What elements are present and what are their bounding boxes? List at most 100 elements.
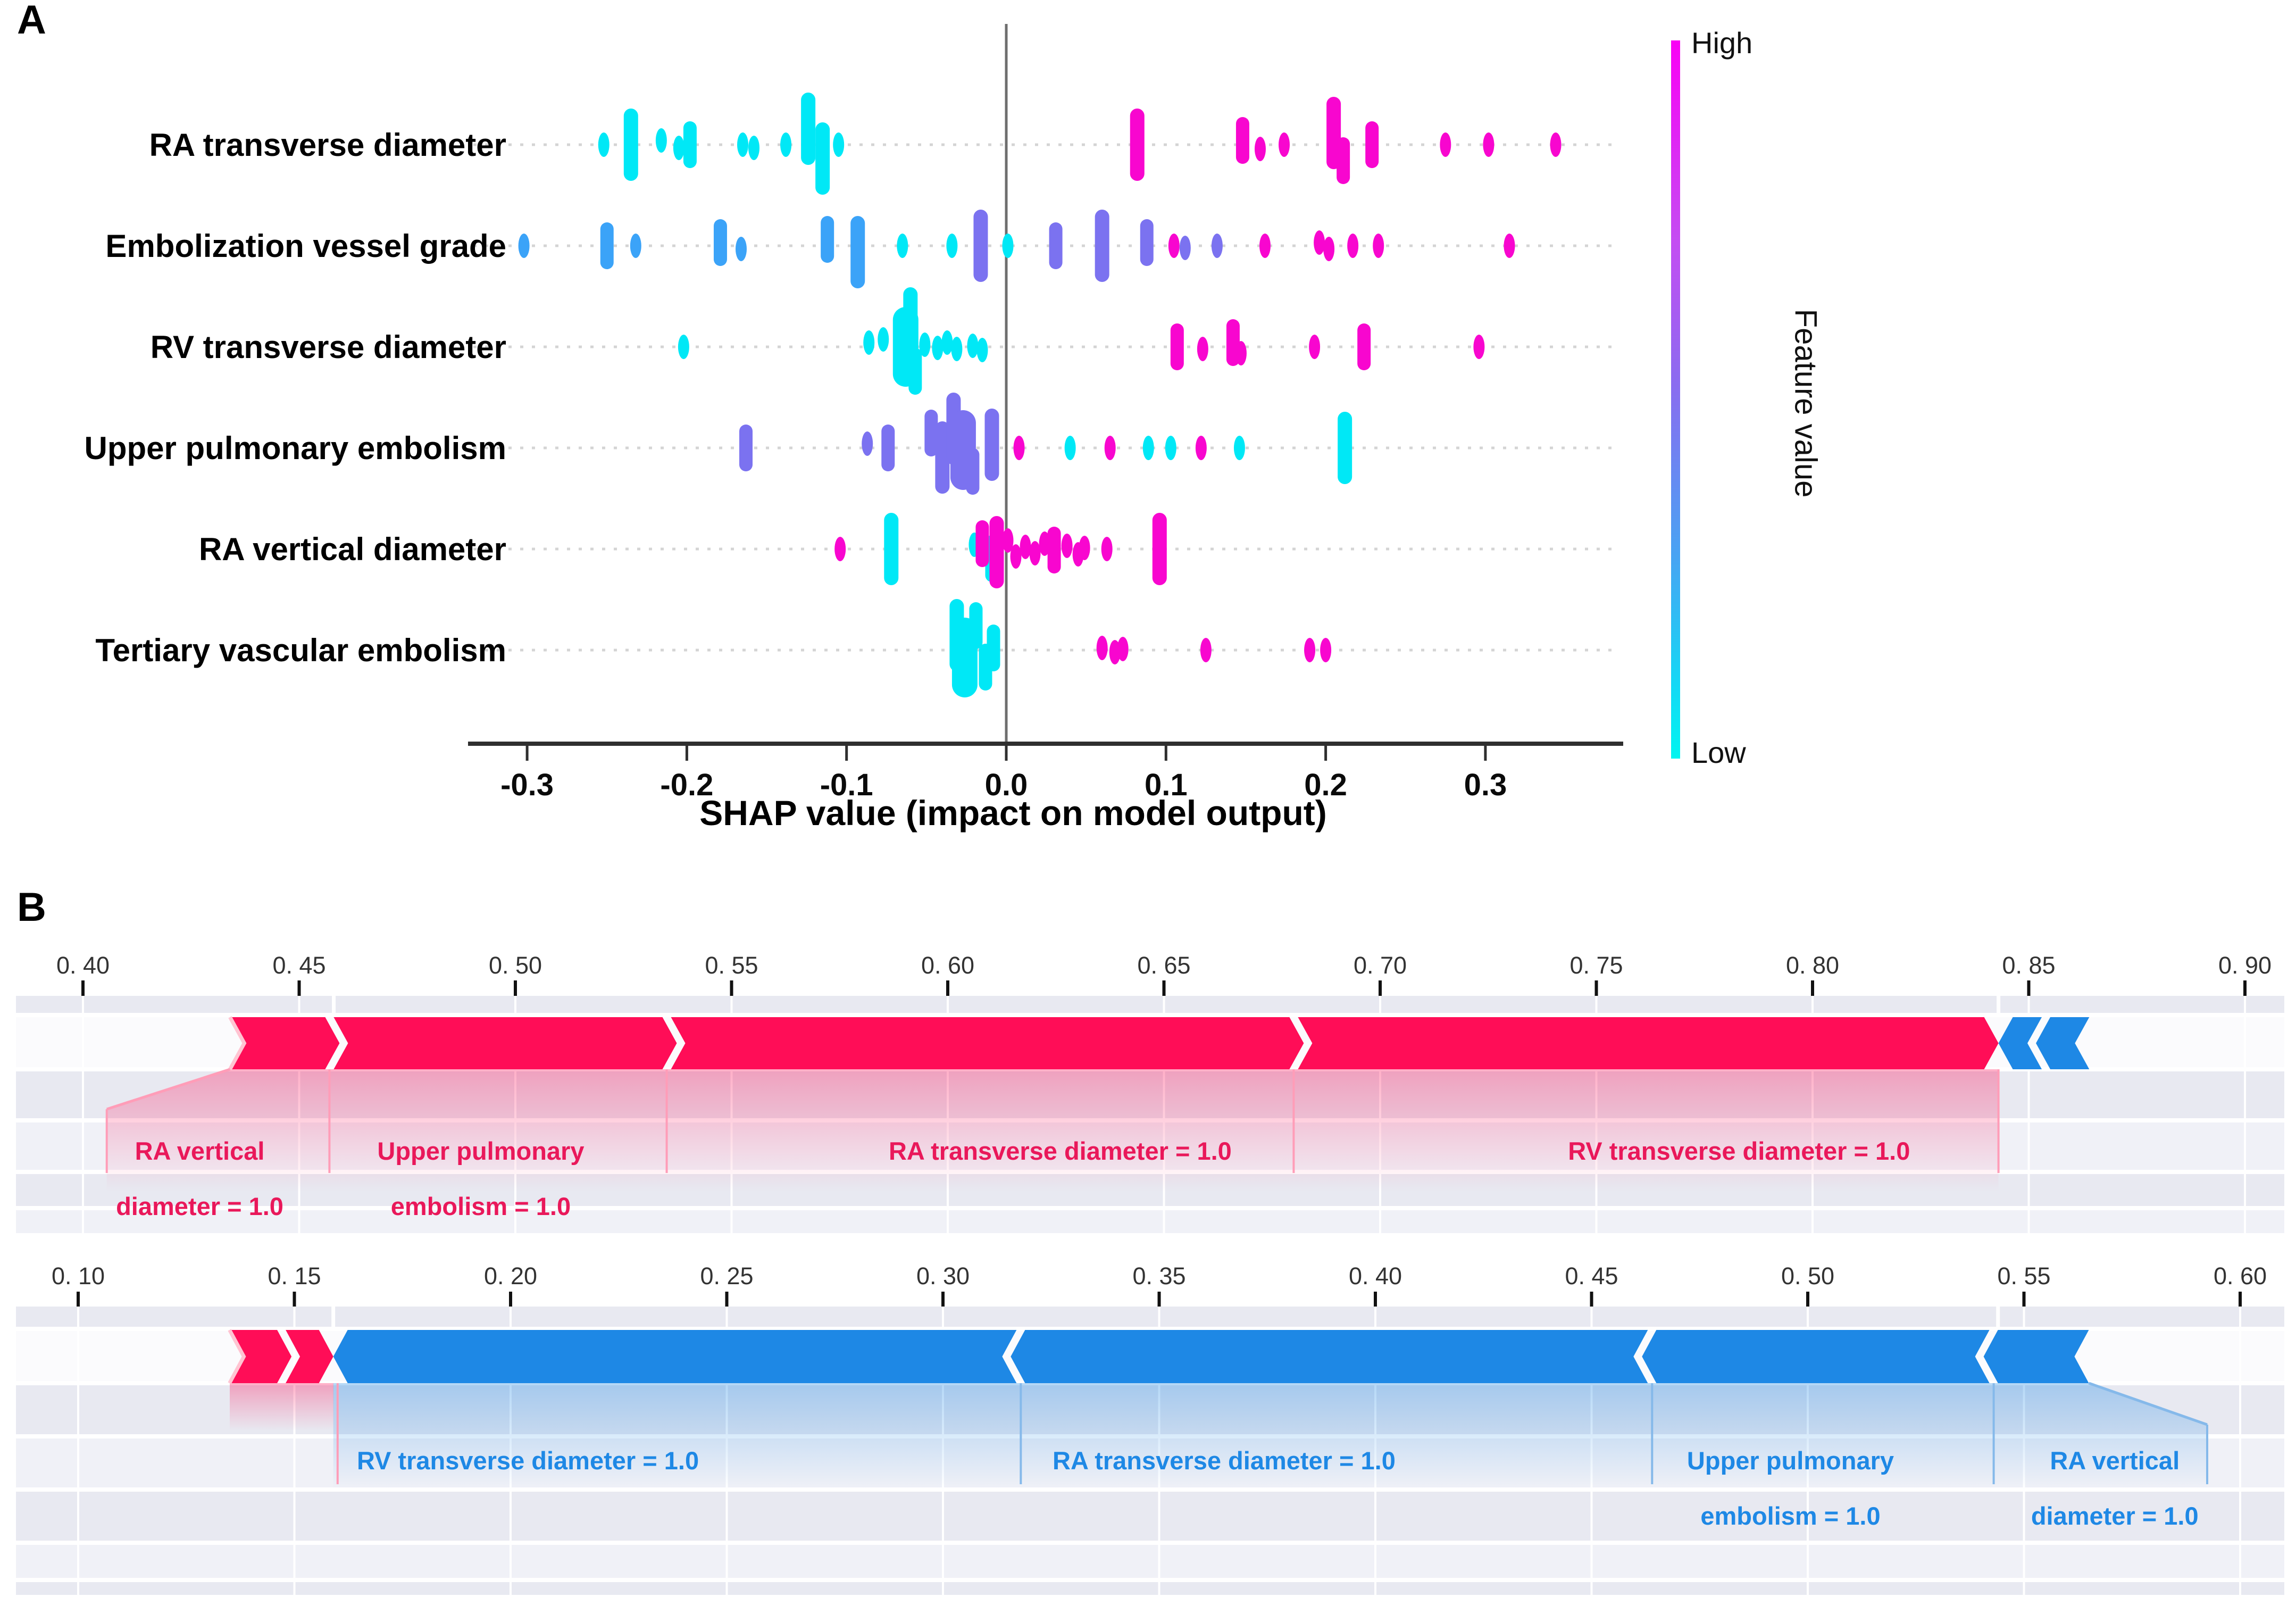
shap-point (1096, 636, 1108, 660)
shap-point (748, 136, 760, 160)
shap-point-cluster (966, 448, 980, 495)
shap-point (1259, 234, 1271, 258)
shap-point-cluster (1049, 222, 1063, 269)
shap-point-cluster (815, 122, 830, 195)
shap-point (833, 132, 845, 157)
colorbar-high-label: High (1691, 26, 1753, 60)
force-segment-decrease (333, 1330, 1017, 1383)
x-axis-tick-label: -0.2 (660, 768, 713, 802)
force-segment-decrease (1983, 1330, 2089, 1383)
panel-b-label: B (17, 885, 47, 930)
force-feature-label: diameter = 1.0 (116, 1192, 283, 1220)
shap-point-cluster (881, 425, 895, 471)
shap-point-cluster (973, 210, 988, 282)
force-segment-decrease (1998, 1017, 2042, 1069)
x-axis-tick-label: 0.2 (1304, 768, 1347, 802)
force-segment-increase (333, 1017, 677, 1069)
shap-point (1079, 536, 1090, 560)
shap-point (1165, 436, 1176, 460)
shap-point (737, 132, 749, 157)
axis-tick-label: 0. 20 (484, 1262, 537, 1290)
background-stripe (16, 996, 2284, 1013)
shap-point-cluster (600, 222, 614, 269)
background-stripe (16, 1492, 2284, 1541)
shap-point (1197, 337, 1208, 361)
force-segment-increase (671, 1017, 1304, 1069)
shap-point (1029, 541, 1041, 565)
shap-point (1483, 132, 1495, 157)
shap-summary-plot: RA transverse diameter Embolization vesse… (85, 24, 1623, 802)
force-segment-increase (286, 1330, 333, 1383)
shap-point (951, 337, 963, 361)
shap-point-cluster (903, 287, 918, 360)
shap-point-cluster (801, 93, 816, 165)
shap-point (1179, 236, 1191, 260)
axis-tick-label: 0. 75 (1569, 952, 1623, 979)
shap-point-cluster (739, 425, 753, 471)
force-segment-decrease (1642, 1330, 1990, 1383)
shap-point (976, 338, 988, 362)
shap-point (919, 332, 931, 357)
shap-point (1504, 234, 1515, 258)
feature-label: RA vertical diameter (199, 531, 506, 567)
shap-point (1064, 436, 1076, 460)
background-stripe (16, 1307, 2284, 1327)
feature-label: RA transverse diameter (149, 127, 506, 163)
shap-point (1473, 335, 1485, 359)
axis-tick-label: 0. 25 (700, 1262, 753, 1290)
colorbar-title: Feature value (1788, 309, 1823, 498)
axis-tick-label: 0. 85 (2002, 952, 2055, 979)
shap-point-cluster (884, 513, 899, 585)
shap-point (1211, 234, 1223, 258)
shap-point-cluster (1047, 527, 1061, 573)
shap-point-cluster (969, 602, 983, 649)
shap-point (1010, 544, 1022, 569)
shap-point (932, 336, 944, 360)
force-segment-decrease (2036, 1017, 2090, 1069)
axis-tick-label: 0. 60 (921, 952, 974, 979)
shap-point (630, 234, 641, 258)
shap-force-plot-positive: 0. 40 0. 45 0. 50 0. 55 0. 60 0. 65 0. 70 0. 75… (16, 952, 2284, 1235)
shap-point (678, 335, 689, 359)
background-stripe (16, 1545, 2284, 1578)
shap-point (1013, 436, 1025, 460)
shap-point-cluster (713, 219, 727, 266)
shap-point-cluster (1365, 121, 1379, 168)
shap-point (946, 234, 958, 258)
axis-tick-label: 0. 90 (2218, 952, 2272, 979)
shap-point (941, 330, 953, 355)
axis-tick-label: 0. 80 (1786, 952, 1839, 979)
shap-point (736, 237, 747, 261)
axis-tick-label: 0. 40 (1349, 1262, 1402, 1290)
colorbar-low-label: Low (1691, 736, 1746, 769)
shap-point-cluster (924, 410, 938, 456)
shap-point (1550, 132, 1562, 157)
force-feature-label: RA vertical (135, 1137, 265, 1165)
shap-point (1235, 341, 1247, 365)
force-feature-label: RA transverse diameter = 1.0 (889, 1137, 1232, 1165)
shap-point (673, 136, 684, 160)
x-axis-tick-label: -0.1 (820, 768, 873, 802)
shap-point (1440, 132, 1451, 157)
shap-point (780, 132, 792, 157)
shap-point (1347, 234, 1359, 258)
force-segment-decrease (1011, 1330, 1648, 1383)
colorbar-gradient (1671, 40, 1680, 759)
axis-tick-label: 0. 65 (1137, 952, 1190, 979)
shap-point (1002, 234, 1014, 258)
shap-point-cluster (1095, 210, 1109, 282)
shap-point (518, 234, 530, 258)
shap-point (1373, 234, 1384, 258)
contribution-shadow (230, 1383, 333, 1431)
shap-point (1233, 436, 1245, 460)
force-segment-increase (229, 1330, 292, 1383)
x-axis-tick-label: 0.3 (1464, 768, 1507, 802)
contribution-shadow (333, 1383, 2208, 1490)
feature-label: Tertiary vascular embolism (95, 633, 506, 668)
shap-point (1323, 237, 1335, 261)
shap-point (1168, 234, 1180, 258)
shap-point (1279, 132, 1290, 157)
shap-point (1142, 436, 1154, 460)
axis-tick-label: 0. 10 (52, 1262, 105, 1290)
shap-point (1254, 137, 1266, 161)
